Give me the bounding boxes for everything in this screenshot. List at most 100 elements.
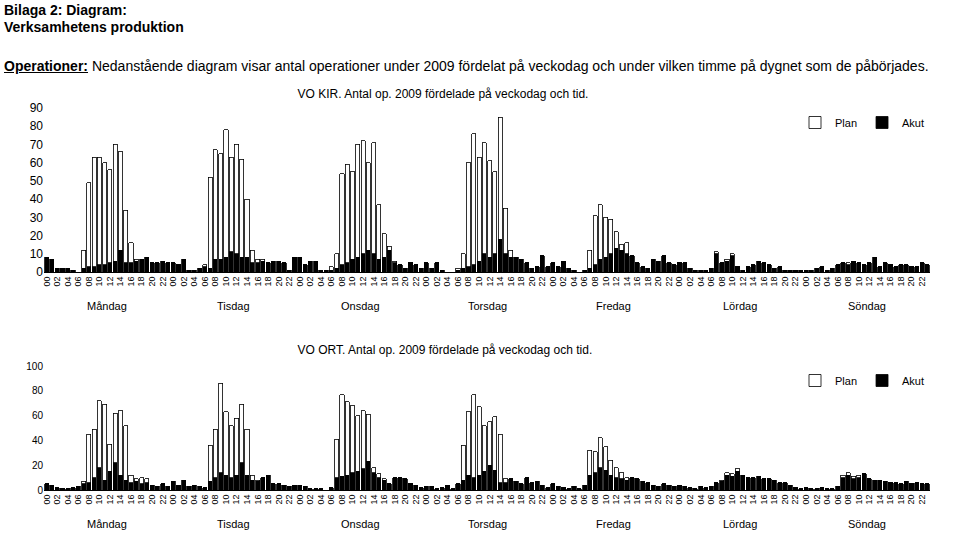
svg-text:06: 06 [579,495,589,505]
svg-text:18: 18 [896,495,906,505]
svg-text:20: 20 [400,495,410,505]
svg-text:60: 60 [30,156,44,170]
svg-text:30: 30 [30,211,44,225]
svg-text:100: 100 [26,361,43,372]
svg-text:14: 14 [242,495,252,505]
svg-text:16: 16 [885,495,895,505]
svg-text:02: 02 [305,277,315,287]
svg-text:Plan: Plan [835,117,857,129]
svg-text:10: 10 [854,495,864,505]
svg-text:20: 20 [527,277,537,287]
svg-text:08: 08 [843,495,853,505]
svg-text:00: 00 [295,277,305,287]
svg-text:Plan: Plan [835,375,857,387]
svg-text:20: 20 [653,495,663,505]
svg-text:10: 10 [474,495,484,505]
svg-text:14: 14 [875,495,885,505]
svg-text:08: 08 [463,495,473,505]
svg-text:16: 16 [506,495,516,505]
svg-text:Fredag: Fredag [596,300,631,312]
svg-text:22: 22 [664,277,674,287]
svg-text:00: 00 [548,495,558,505]
svg-text:20: 20 [274,495,284,505]
svg-text:16: 16 [759,277,769,287]
svg-text:02: 02 [52,277,62,287]
svg-text:00: 00 [674,277,684,287]
svg-text:04: 04 [189,495,199,505]
svg-text:20: 20 [147,277,157,287]
svg-text:04: 04 [569,495,579,505]
svg-text:02: 02 [558,495,568,505]
svg-text:80: 80 [30,119,44,133]
svg-text:12: 12 [485,277,495,287]
svg-text:12: 12 [105,277,115,287]
svg-text:02: 02 [432,277,442,287]
svg-text:18: 18 [390,277,400,287]
svg-text:18: 18 [896,277,906,287]
svg-text:16: 16 [632,495,642,505]
svg-text:10: 10 [347,277,357,287]
svg-text:00: 00 [421,277,431,287]
svg-text:08: 08 [717,495,727,505]
svg-text:VO ORT. Antal op. 2009 fördela: VO ORT. Antal op. 2009 fördelade på veck… [298,343,593,357]
svg-text:06: 06 [453,277,463,287]
svg-text:16: 16 [379,495,389,505]
svg-text:00: 00 [42,277,52,287]
svg-text:22: 22 [790,495,800,505]
svg-text:06: 06 [326,277,336,287]
svg-text:12: 12 [611,277,621,287]
svg-text:06: 06 [200,495,210,505]
svg-text:18: 18 [263,277,273,287]
svg-text:02: 02 [432,495,442,505]
svg-text:08: 08 [717,277,727,287]
svg-text:18: 18 [643,277,653,287]
svg-text:04: 04 [696,277,706,287]
svg-text:04: 04 [63,277,73,287]
svg-text:22: 22 [284,495,294,505]
svg-text:22: 22 [411,495,421,505]
svg-text:16: 16 [126,277,136,287]
svg-text:14: 14 [622,277,632,287]
svg-text:04: 04 [822,495,832,505]
svg-text:10: 10 [601,277,611,287]
svg-text:Lördag: Lördag [723,300,757,312]
svg-text:06: 06 [579,277,589,287]
svg-text:Torsdag: Torsdag [468,518,507,530]
svg-text:0: 0 [37,485,43,496]
svg-text:02: 02 [558,277,568,287]
svg-text:04: 04 [569,277,579,287]
svg-text:Torsdag: Torsdag [468,300,507,312]
svg-text:22: 22 [917,277,927,287]
svg-text:16: 16 [379,277,389,287]
svg-text:08: 08 [337,495,347,505]
svg-text:16: 16 [759,495,769,505]
svg-text:12: 12 [231,277,241,287]
svg-text:00: 00 [801,495,811,505]
svg-text:04: 04 [696,495,706,505]
svg-text:06: 06 [73,495,83,505]
svg-text:18: 18 [136,277,146,287]
svg-text:14: 14 [242,277,252,287]
svg-text:14: 14 [115,495,125,505]
svg-text:00: 00 [421,495,431,505]
svg-text:18: 18 [769,277,779,287]
svg-text:Söndag: Söndag [848,300,886,312]
svg-text:20: 20 [30,229,44,243]
svg-text:22: 22 [664,495,674,505]
svg-text:08: 08 [337,277,347,287]
svg-text:50: 50 [30,174,44,188]
svg-text:04: 04 [189,277,199,287]
svg-text:20: 20 [147,495,157,505]
svg-text:02: 02 [685,495,695,505]
svg-text:10: 10 [221,495,231,505]
svg-text:00: 00 [674,495,684,505]
svg-text:10: 10 [474,277,484,287]
svg-text:02: 02 [305,495,315,505]
svg-text:04: 04 [442,277,452,287]
svg-text:12: 12 [231,495,241,505]
svg-text:06: 06 [833,495,843,505]
svg-text:14: 14 [875,277,885,287]
svg-text:22: 22 [917,495,927,505]
svg-text:20: 20 [780,495,790,505]
svg-text:06: 06 [200,277,210,287]
